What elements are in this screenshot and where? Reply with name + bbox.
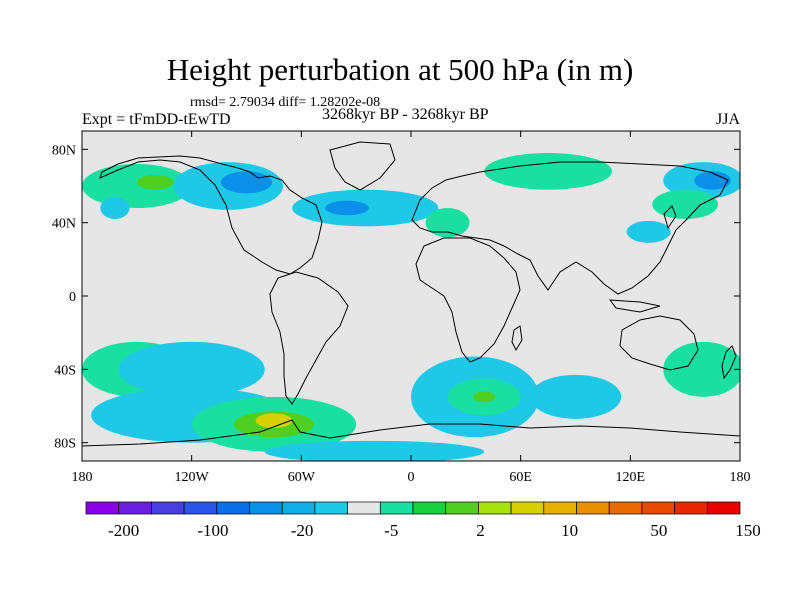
colorbar-swatch [347,501,381,515]
coast-madagascar [511,325,523,352]
contour-patch [136,175,174,190]
colorbar-swatch [216,501,250,515]
colorbar-swatch [478,501,512,515]
colorbar-swatch [674,501,708,515]
coast-africa [415,237,521,363]
experiment-label: Expt = tFmDD-tEwTD [82,111,231,128]
coast-eurasia [411,161,729,295]
rmsd-label: rmsd= 2.79034 diff= 1.28202e-08 [190,95,381,110]
colorbar-swatch [641,501,675,515]
colorbar-swatch [85,501,120,515]
contour-patch [473,391,496,403]
colorbar-swatch [314,501,348,515]
coast-japan [663,205,677,230]
season-label: JJA [716,111,741,128]
lon-tick-label: 180 [730,470,751,485]
contour-patch [694,171,731,190]
lat-tick-label: 0 [69,290,76,305]
colorbar-swatch [281,501,316,515]
colorbar-label: 2 [476,521,485,540]
coast-indonesia [608,299,661,313]
lon-tick-label: 0 [408,470,415,485]
contour-patch [484,153,613,190]
contour-patch [626,220,671,243]
colorbar-swatch [576,501,610,515]
contour-patch [255,413,293,428]
map-title: Height perturbation at 500 hPa (in m) [166,52,634,87]
colorbar-swatch [543,501,577,515]
lon-tick-label: 60E [509,470,532,485]
colorbar-label: -200 [108,521,139,540]
contour-patch [118,341,265,397]
colorbar-swatch [151,501,185,515]
contour-patch [82,164,192,208]
colorbar-swatch [706,501,741,515]
lon-tick-label: 120W [175,470,210,485]
contour-patch [529,374,622,419]
lon-tick-label: 120E [616,470,646,485]
coastlines [82,141,740,447]
colorbar-label: -20 [291,521,314,540]
coast-antarctica [82,419,740,447]
contour-patch [425,208,470,238]
lat-tick-label: 80S [54,437,76,452]
colorbar-swatch [379,501,414,515]
colorbar-swatch [412,501,447,515]
contour-patch [325,200,369,216]
colorbar-label: 10 [561,521,578,540]
colorbar-swatch [183,501,218,515]
contour-fields [82,153,740,461]
lat-tick-label: 40N [52,217,76,232]
coast-new-zealand [721,345,737,380]
contour-patch [100,197,130,219]
colorbar: -200 -100 -20 -5 2 10 50 150 [85,501,761,540]
coast-greenland [329,141,396,191]
colorbar-label: 150 [735,521,761,540]
contour-patch [652,189,719,219]
lat-tick-label: 80N [52,143,76,158]
lat-tick-label: 40S [54,363,76,378]
colorbar-swatch [118,501,152,515]
colorbar-swatch [608,501,643,515]
colorbar-swatch [249,501,283,515]
axis-ticks: 80N 40N 0 40S 80S 180 120W 60W 0 60E 120E 180 [52,131,751,485]
coast-australia [619,315,699,371]
colorbar-swatch [510,501,545,515]
period-label: 3268kyr BP - 3268kyr BP [322,106,489,123]
colorbar-swatch [445,501,479,515]
contour-patch [663,341,740,397]
contour-patch [220,171,273,194]
coast-north-america [99,155,323,275]
contour-patch [264,440,485,461]
coast-south-america [269,271,349,405]
colorbar-label: -100 [197,521,228,540]
colorbar-label: -5 [384,521,398,540]
lon-tick-label: 60W [288,470,316,485]
lon-tick-label: 180 [72,470,93,485]
colorbar-label: 50 [650,521,667,540]
